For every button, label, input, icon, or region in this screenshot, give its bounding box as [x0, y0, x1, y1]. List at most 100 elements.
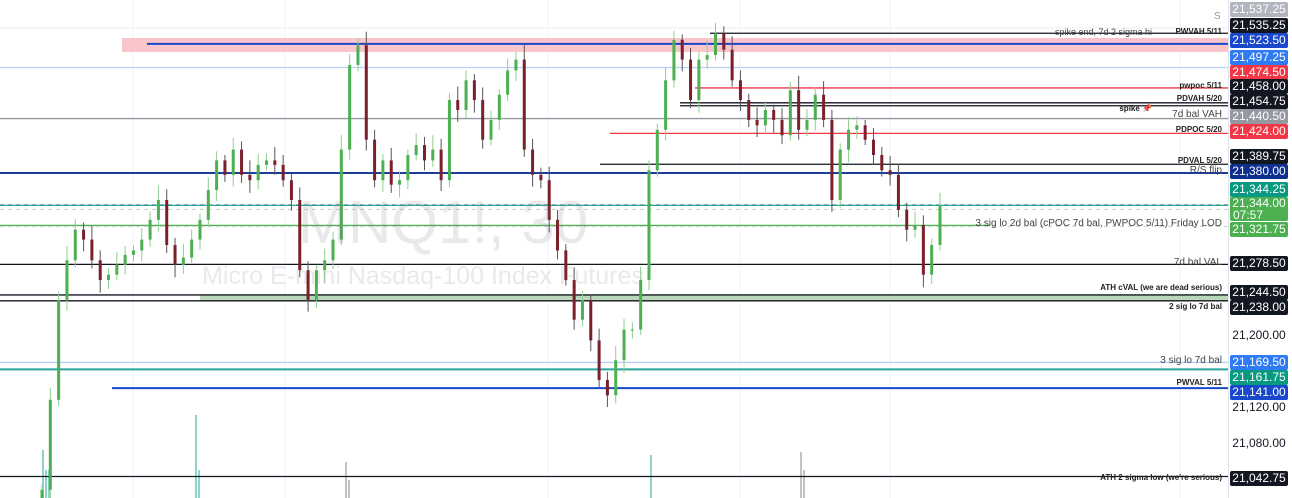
candle-body [131, 250, 135, 255]
candle-body [572, 280, 576, 320]
level-label-pwpoc: pwpoc 5/11 [1179, 81, 1222, 90]
candle-body [348, 65, 352, 150]
candle-body [722, 33, 726, 50]
candle-body [539, 174, 543, 181]
y-tick-label: 21,200.00 [1232, 328, 1286, 342]
candle-body [65, 260, 69, 300]
price-label-ath2: 21,042.75 [1230, 471, 1288, 486]
candle-body [930, 245, 934, 275]
level-label-pwvah: PWVAH 5/11 [1175, 27, 1222, 36]
candle-body [223, 160, 227, 175]
candle-body [506, 70, 510, 95]
candle-body [564, 250, 568, 281]
candle-body [40, 489, 44, 498]
candle-body [481, 100, 485, 140]
candle-body [206, 190, 210, 220]
price-label-pdval: 21,389.75 [1230, 149, 1288, 164]
price-label-bval: 21,278.50 [1230, 256, 1288, 271]
candle-body [755, 119, 759, 126]
price-label-pdpoc: 21,424.00 [1230, 124, 1288, 139]
candle-body [589, 299, 593, 341]
candle-body [547, 180, 551, 220]
price-label-lb1: 21,497.25 [1230, 50, 1288, 65]
candle-body [190, 239, 194, 258]
price-label-last: 21,344.25 [1230, 182, 1288, 197]
candle-body [522, 59, 526, 150]
price-label-cur: 21,344.00 07:57 [1230, 197, 1288, 221]
candle-body [531, 149, 535, 175]
candle-body [647, 170, 651, 281]
bar-countdown: 07:57 [1233, 208, 1264, 222]
current-price: 21,344.00 [1232, 196, 1286, 210]
candle-body [797, 90, 801, 130]
y-tick-label: 21,080.00 [1232, 436, 1286, 450]
price-label-rsflip: 21,380.00 [1230, 164, 1288, 179]
candle-body [406, 155, 410, 181]
level-label-bval: 7d bal VAL [1173, 257, 1222, 268]
volume-bar [45, 470, 47, 498]
candle-body [630, 329, 634, 331]
candle-body [788, 90, 792, 136]
price-label-pdvah: 21,454.75 [1230, 94, 1288, 109]
level-label-sig3: 3 sig lo 2d bal (cPOC 7d bal, PWPOC 5/11… [975, 218, 1222, 229]
candle-body [905, 209, 909, 230]
volume-bar [345, 462, 347, 498]
symbol-watermark: MNQ1!, 30 [298, 189, 589, 256]
candle-body [447, 100, 451, 181]
volume-bar [198, 470, 200, 498]
candle-body [289, 180, 293, 200]
candle-body [464, 80, 468, 110]
candle-body [298, 200, 302, 271]
level-label-athcval: ATH cVAL (we are dead serious) [1100, 283, 1222, 292]
candle-body [896, 174, 900, 210]
candle-body [489, 119, 493, 140]
candle-body [514, 59, 518, 71]
candle-body [98, 260, 102, 281]
candle-body [265, 160, 268, 165]
candle-body [780, 119, 784, 136]
candle-body [664, 80, 668, 130]
y-tick-label: 21,120.00 [1232, 400, 1286, 414]
candle-body [240, 149, 244, 175]
candle-body [115, 264, 119, 275]
candle-body [813, 94, 817, 120]
candle-body [165, 200, 169, 245]
spike-annotation[interactable]: spike 📌 [1119, 104, 1152, 113]
candle-body [314, 270, 318, 300]
price-label-athcval: 21,244.50 [1230, 285, 1288, 300]
price-label-pwvah: 21,535.25 [1230, 18, 1288, 33]
level-label-rsflip: R/S flip [1189, 165, 1222, 176]
candle-body [913, 225, 917, 230]
price-label-pwpoc: 21,474.50 [1230, 65, 1288, 80]
candle-body [90, 239, 94, 261]
candle-body [398, 180, 402, 185]
candle-body [921, 225, 925, 275]
candle-body [57, 299, 61, 400]
candle-body [306, 270, 310, 300]
candle-body [655, 129, 659, 171]
candle-body [381, 160, 385, 181]
price-label-sig3b: 21,169.50 [1230, 355, 1288, 370]
candle-body [689, 59, 693, 101]
level-label-pdvah: PDVAH 5/20 [1176, 94, 1222, 103]
level-label-sig2: 2 sig lo 7d bal [1169, 302, 1222, 311]
candle-body [339, 149, 343, 240]
candle-body [439, 149, 443, 181]
price-label-sig3: 21,321.75 [1230, 222, 1288, 237]
volume-bar [803, 470, 805, 498]
volume-bar [800, 452, 802, 498]
candle-body [747, 100, 751, 120]
candle-body [148, 219, 152, 240]
candle-body [855, 125, 859, 130]
scale-mode-icon[interactable]: S [1214, 11, 1221, 22]
candle-body [231, 149, 235, 175]
price-label-high: 21,537.25 [1230, 2, 1288, 17]
candle-body [556, 219, 560, 251]
level-label-pdpoc: PDPOC 5/20 [1175, 125, 1222, 134]
candle-body [422, 145, 426, 161]
candle-body [738, 80, 742, 101]
price-label-bvah: 21,440.50 [1230, 109, 1288, 124]
price-label-pdvah1: 21,458.00 [1230, 79, 1288, 94]
candle-body [356, 45, 360, 65]
